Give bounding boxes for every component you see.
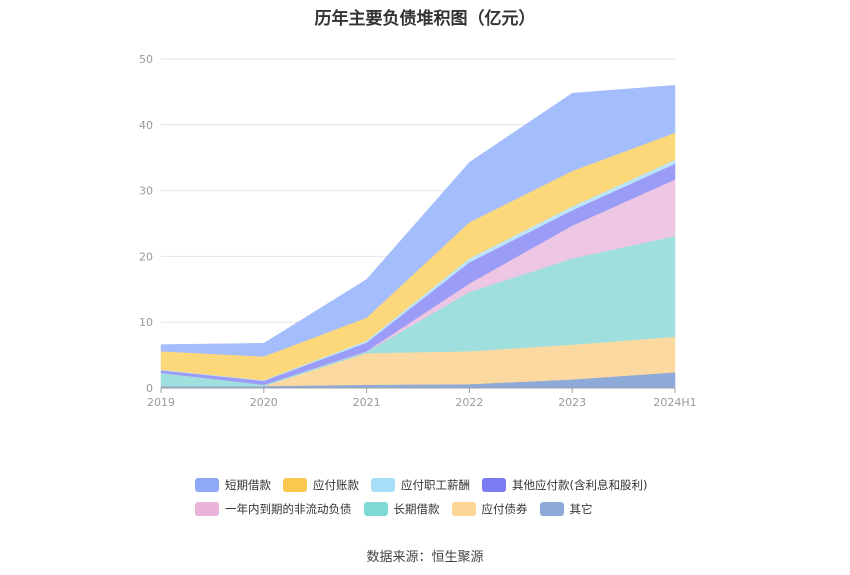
legend-swatch	[539, 502, 564, 516]
legend-item[interactable]: 应付职工薪酬	[371, 477, 470, 493]
x-tick-label: 2021	[353, 396, 381, 409]
y-tick-label: 20	[139, 250, 153, 263]
legend-label: 其它	[569, 502, 593, 516]
y-tick-label: 10	[139, 316, 153, 329]
x-tick-label: 2024H1	[653, 396, 696, 409]
legend-item[interactable]: 一年内到期的非流动负债	[195, 501, 352, 517]
legend: 短期借款 应付账款 应付职工薪酬 其他应付款(含利息和股利) 一年内到期的非流动负债 长期…	[195, 473, 715, 521]
legend-label: 长期借款	[393, 502, 440, 516]
y-tick-label: 0	[146, 382, 153, 395]
y-tick-label: 30	[139, 185, 153, 198]
legend-swatch	[482, 478, 506, 492]
y-tick-label: 50	[139, 53, 153, 66]
legend-swatch	[283, 478, 307, 492]
legend-item[interactable]: 应付债券	[451, 501, 528, 517]
legend-label: 短期借款	[225, 478, 271, 492]
series-areas	[160, 85, 676, 389]
x-tick-label: 2019	[147, 396, 175, 409]
series-area	[160, 85, 676, 357]
legend-label: 应付职工薪酬	[401, 478, 470, 492]
x-tick-label: 2022	[455, 396, 483, 409]
axes: 0 10 20 30 40 50 2019 2020 2021 2022 2023 2024H1	[139, 53, 697, 409]
data-source: 数据来源：恒生聚源	[366, 550, 484, 565]
legend-swatch	[451, 502, 476, 516]
legend-row: 一年内到期的非流动负债 长期借款 应付债券 其它	[195, 497, 715, 521]
x-tick-label: 2020	[250, 396, 278, 409]
legend-item[interactable]: 其它	[539, 501, 593, 517]
legend-item[interactable]: 其他应付款(含利息和股利)	[482, 477, 647, 493]
legend-swatch	[371, 478, 395, 492]
legend-swatch	[195, 478, 219, 492]
legend-item[interactable]: 长期借款	[363, 501, 440, 517]
legend-swatch	[363, 502, 388, 516]
legend-label: 一年内到期的非流动负债	[225, 502, 352, 516]
legend-label: 其他应付款(含利息和股利)	[512, 478, 648, 492]
legend-item[interactable]: 短期借款	[195, 477, 271, 493]
x-tick-label: 2023	[558, 396, 586, 409]
legend-label: 应付债券	[481, 502, 528, 516]
legend-row: 短期借款 应付账款 应付职工薪酬 其他应付款(含利息和股利)	[195, 473, 715, 497]
chart-title: 历年主要负债堆积图（亿元）	[314, 9, 536, 29]
stacked-area-chart: 0 10 20 30 40 50 2019 2020 2021 2022 2023 2024H1	[139, 53, 697, 409]
legend-swatch	[195, 502, 219, 516]
legend-label: 应付账款	[313, 478, 359, 492]
y-tick-label: 40	[139, 119, 153, 132]
legend-item[interactable]: 应付账款	[283, 477, 359, 493]
